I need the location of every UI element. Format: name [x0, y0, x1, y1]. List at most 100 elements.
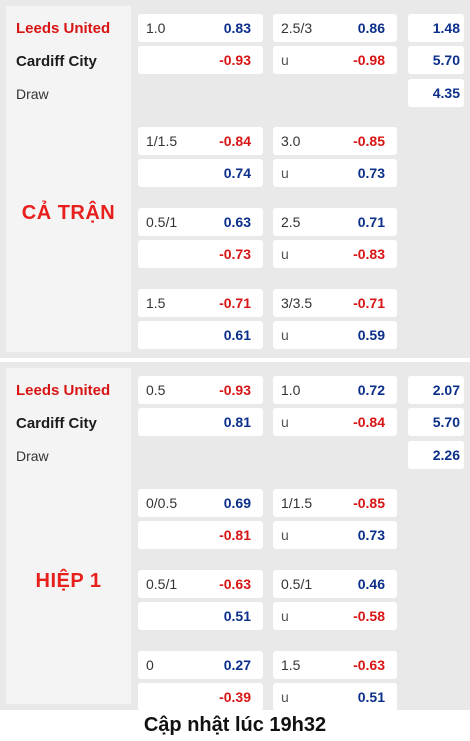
x12-odds-home[interactable]: 2.07	[408, 376, 464, 404]
over-under-odds-under[interactable]: u -0.84	[273, 408, 397, 436]
handicap-odds-home[interactable]: 1.5 -0.71	[138, 289, 263, 317]
section-divider	[0, 358, 470, 362]
odds-value: -0.39	[219, 689, 251, 705]
odds-value: -0.71	[219, 295, 251, 311]
odds-value: 0.46	[357, 576, 385, 592]
odds-value: 0.74	[223, 165, 251, 181]
x12-odds-draw[interactable]: 2.26	[408, 441, 464, 469]
under-marker: u	[281, 246, 289, 262]
over-under-odds-over[interactable]: 1/1.5 -0.85	[273, 489, 397, 517]
odds-value: -0.85	[353, 133, 385, 149]
away-team-name[interactable]: Cardiff City	[16, 53, 97, 70]
x12-odds-value: 2.07	[432, 382, 460, 398]
over-under-odds-under[interactable]: u -0.58	[273, 602, 397, 630]
x12-odds-home[interactable]: 1.48	[408, 14, 464, 42]
odds-value: 0.27	[223, 657, 251, 673]
over-under-odds-over[interactable]: 3.0 -0.85	[273, 127, 397, 155]
x12-odds-value: 2.26	[432, 447, 460, 463]
under-marker: u	[281, 689, 289, 705]
handicap-line: 0.5/1	[281, 576, 313, 592]
odds-value: 0.73	[357, 527, 385, 543]
handicap-odds-away[interactable]: -0.81	[138, 521, 263, 549]
odds-value: 0.51	[223, 608, 251, 624]
under-marker: u	[281, 608, 289, 624]
handicap-line: 0.5	[146, 382, 166, 398]
handicap-odds-away[interactable]: -0.73	[138, 240, 263, 268]
odds-value: 0.69	[223, 495, 251, 511]
over-under-odds-over[interactable]: 2.5/3 0.86	[273, 14, 397, 42]
handicap-odds-away[interactable]: 0.61	[138, 321, 263, 349]
handicap-odds-home[interactable]: 0/0.5 0.69	[138, 489, 263, 517]
over-under-odds-over[interactable]: 1.0 0.72	[273, 376, 397, 404]
odds-value: 0.81	[223, 414, 251, 430]
odds-value: -0.58	[353, 608, 385, 624]
handicap-odds-away[interactable]: 0.81	[138, 408, 263, 436]
x12-odds-value: 5.70	[432, 52, 460, 68]
handicap-line: 1/1.5	[146, 133, 178, 149]
team-column: Leeds United Cardiff City Draw HIỆP 1	[6, 368, 131, 704]
team-column: Leeds United Cardiff City Draw CẢ TRẬN	[6, 6, 131, 352]
handicap-odds-home[interactable]: 1/1.5 -0.84	[138, 127, 263, 155]
odds-value: -0.84	[353, 414, 385, 430]
handicap-odds-home[interactable]: 0 0.27	[138, 651, 263, 679]
handicap-line: 0.5/1	[146, 576, 178, 592]
x12-odds-value: 4.35	[432, 85, 460, 101]
over-under-odds-under[interactable]: u 0.51	[273, 683, 397, 711]
draw-label: Draw	[16, 448, 49, 464]
handicap-odds-away[interactable]: -0.93	[138, 46, 263, 74]
handicap-odds-away[interactable]: 0.51	[138, 602, 263, 630]
odds-value: -0.63	[353, 657, 385, 673]
odds-value: -0.71	[353, 295, 385, 311]
handicap-line: 0	[146, 657, 154, 673]
full-time-label: CẢ TRẬN	[21, 202, 116, 224]
handicap-line: 1/1.5	[281, 495, 313, 511]
odds-value: -0.93	[219, 52, 251, 68]
odds-value: 0.83	[223, 20, 251, 36]
over-under-odds-over[interactable]: 2.5 0.71	[273, 208, 397, 236]
handicap-odds-away[interactable]: -0.39	[138, 683, 263, 711]
over-under-odds-over[interactable]: 1.5 -0.63	[273, 651, 397, 679]
odds-value: -0.93	[219, 382, 251, 398]
home-team-name[interactable]: Leeds United	[16, 382, 111, 399]
under-marker: u	[281, 527, 289, 543]
handicap-line: 3.0	[281, 133, 301, 149]
over-under-odds-over[interactable]: 0.5/1 0.46	[273, 570, 397, 598]
handicap-odds-away[interactable]: 0.74	[138, 159, 263, 187]
odds-value: -0.81	[219, 527, 251, 543]
over-under-odds-under[interactable]: u -0.98	[273, 46, 397, 74]
x12-odds-value: 5.70	[432, 414, 460, 430]
under-marker: u	[281, 52, 289, 68]
x12-odds-away[interactable]: 5.70	[408, 46, 464, 74]
odds-value: -0.63	[219, 576, 251, 592]
first-half-label: HIỆP 1	[35, 570, 102, 592]
odds-value: 0.63	[223, 214, 251, 230]
handicap-odds-home[interactable]: 0.5 -0.93	[138, 376, 263, 404]
odds-value: -0.83	[353, 246, 385, 262]
away-team-name[interactable]: Cardiff City	[16, 415, 97, 432]
over-under-odds-over[interactable]: 3/3.5 -0.71	[273, 289, 397, 317]
x12-odds-value: 1.48	[432, 20, 460, 36]
odds-value: 0.59	[357, 327, 385, 343]
over-under-odds-under[interactable]: u 0.73	[273, 159, 397, 187]
x12-odds-draw[interactable]: 4.35	[408, 79, 464, 107]
handicap-odds-home[interactable]: 0.5/1 0.63	[138, 208, 263, 236]
over-under-odds-under[interactable]: u 0.73	[273, 521, 397, 549]
odds-value: -0.98	[353, 52, 385, 68]
home-team-name[interactable]: Leeds United	[16, 20, 111, 37]
handicap-line: 1.0	[281, 382, 301, 398]
first-half-section: Leeds United Cardiff City Draw HIỆP 1 0.5 -0.…	[0, 362, 470, 711]
over-under-odds-under[interactable]: u -0.83	[273, 240, 397, 268]
odds-value: 0.86	[357, 20, 385, 36]
handicap-line: 0/0.5	[146, 495, 178, 511]
handicap-odds-home[interactable]: 1.0 0.83	[138, 14, 263, 42]
handicap-line: 2.5/3	[281, 20, 313, 36]
odds-value: 0.51	[357, 689, 385, 705]
handicap-line: 3/3.5	[281, 295, 313, 311]
update-time-caption: Cập nhật lúc 19h32	[0, 710, 470, 741]
handicap-line: 1.5	[146, 295, 166, 311]
x12-odds-away[interactable]: 5.70	[408, 408, 464, 436]
over-under-odds-under[interactable]: u 0.59	[273, 321, 397, 349]
odds-value: 0.71	[357, 214, 385, 230]
odds-value: -0.73	[219, 246, 251, 262]
handicap-odds-home[interactable]: 0.5/1 -0.63	[138, 570, 263, 598]
